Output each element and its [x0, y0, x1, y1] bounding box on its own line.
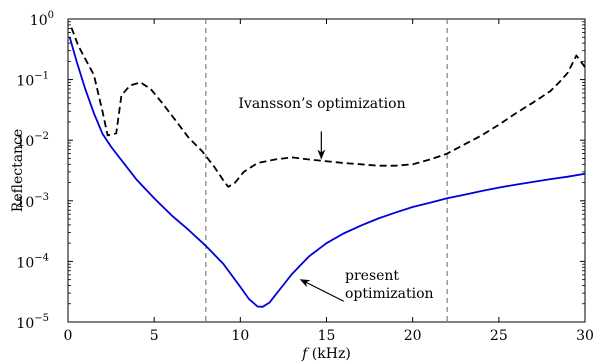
x-tick-label: 15 — [318, 328, 336, 344]
x-tick-label: 20 — [404, 328, 422, 344]
y-tick-label: 10−2 — [16, 131, 49, 150]
x-axis-label: f (kHz) — [301, 346, 351, 362]
y-tick-label: 10−3 — [16, 192, 49, 211]
y-tick-label: 10−5 — [16, 313, 49, 332]
x-tick-label: 0 — [64, 328, 73, 344]
series-layer — [68, 27, 586, 308]
annotations-layer: Ivansson’s optimization present optimizati… — [238, 96, 433, 302]
vertical-reference-lines — [205, 19, 448, 322]
y-tick-label: 100 — [30, 10, 54, 29]
x-tick-label: 5 — [150, 328, 159, 344]
plot-area — [67, 18, 586, 323]
annotation-text-1: present optimization — [345, 268, 434, 302]
y-tick-label: 10−4 — [16, 252, 49, 271]
x-tick-label: 30 — [576, 328, 594, 344]
x-tick-label: 10 — [231, 328, 249, 344]
series-line-0-dashed — [70, 27, 586, 188]
annotation-arrow-1 — [299, 279, 345, 302]
ticks-layer: 0 5 10 15 20 25 30 100 10−1 10−2 10−3 10−4 10−5 — [16, 10, 593, 344]
y-axis-label: Reflectance — [10, 129, 26, 212]
series-line-1-solid — [68, 36, 586, 308]
annotation-text-0: Ivansson’s optimization — [238, 96, 405, 112]
plot-frame — [67, 18, 586, 323]
y-tick-label: 10−1 — [16, 71, 49, 90]
x-tick-label: 25 — [490, 328, 508, 344]
